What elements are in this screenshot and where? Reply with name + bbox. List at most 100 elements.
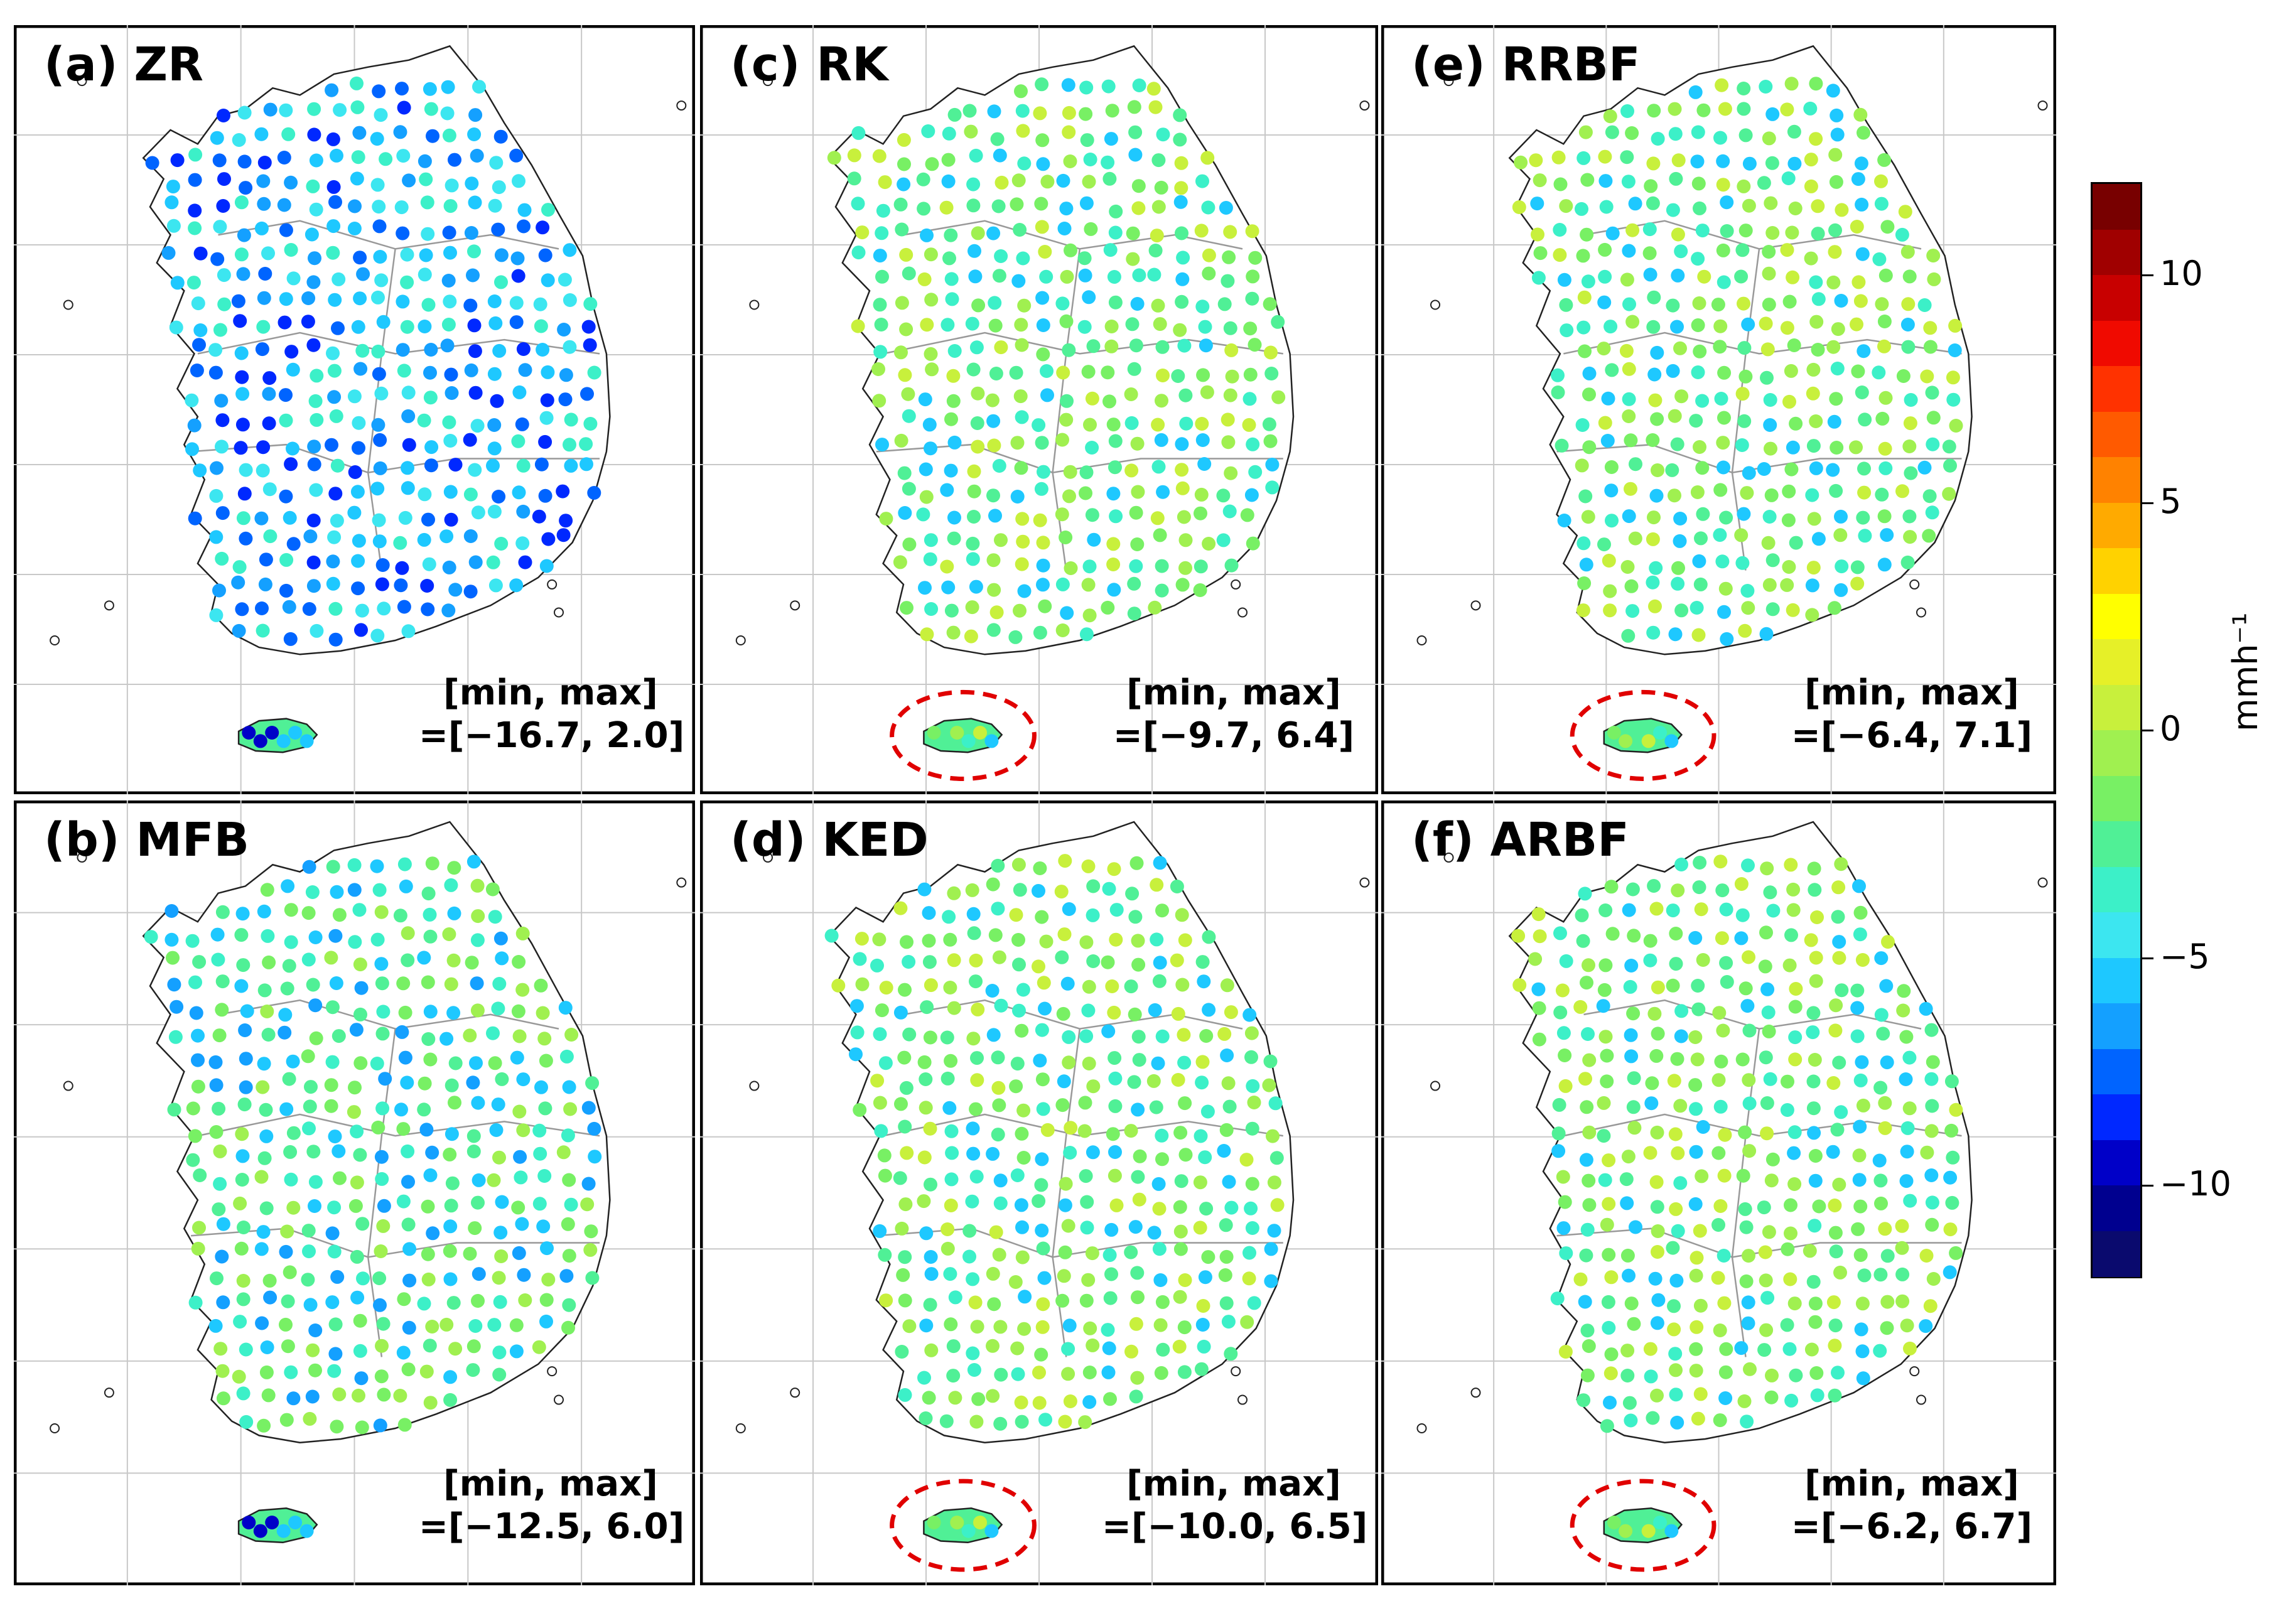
station-point — [1194, 506, 1207, 520]
station-point — [1153, 856, 1167, 870]
station-point — [1670, 320, 1684, 334]
station-point — [946, 369, 961, 383]
station-point — [304, 1080, 318, 1094]
station-point — [1582, 366, 1597, 380]
station-point — [399, 879, 413, 893]
station-point — [1198, 1270, 1212, 1285]
station-point — [1666, 903, 1680, 918]
station-point — [1742, 1144, 1757, 1158]
station-point — [379, 152, 393, 166]
station-point — [1154, 433, 1168, 447]
station-point — [350, 1175, 364, 1190]
station-point — [261, 1388, 276, 1403]
station-point — [511, 269, 525, 283]
station-point — [1081, 1273, 1096, 1287]
station-point — [1035, 77, 1049, 92]
station-point — [1173, 1242, 1188, 1256]
station-point — [1532, 1001, 1546, 1015]
station-point — [965, 316, 979, 331]
station-point — [421, 1199, 435, 1214]
station-point — [1176, 251, 1190, 265]
station-point — [1765, 553, 1780, 568]
station-point — [515, 536, 530, 551]
station-point — [1647, 290, 1661, 304]
station-point — [423, 1005, 438, 1019]
station-point — [422, 557, 436, 571]
station-point — [1597, 295, 1612, 310]
station-point — [1246, 269, 1260, 284]
station-point — [1872, 365, 1886, 380]
station-point — [212, 583, 226, 598]
station-point — [1674, 389, 1689, 404]
station-point — [394, 1102, 408, 1117]
station-point — [1826, 84, 1840, 98]
station-point — [1147, 267, 1161, 282]
station-point — [966, 1032, 981, 1046]
station-point — [898, 983, 912, 997]
station-point — [1742, 1023, 1757, 1038]
station-point — [375, 1339, 389, 1353]
station-point — [1643, 1146, 1657, 1160]
station-point — [239, 1052, 253, 1066]
station-point — [440, 106, 455, 121]
station-point — [1017, 156, 1032, 171]
station-point — [487, 418, 502, 432]
station-point — [1148, 244, 1163, 257]
station-point — [350, 1290, 365, 1305]
station-point — [991, 902, 1005, 916]
station-point — [944, 272, 959, 286]
colorbar-segment — [2093, 184, 2140, 230]
station-point — [1558, 1345, 1573, 1359]
station-point — [463, 487, 478, 502]
station-point — [1942, 439, 1956, 454]
station-point — [1717, 1168, 1732, 1183]
island-outline — [735, 1423, 746, 1433]
station-point — [1646, 532, 1660, 546]
island-outline — [554, 607, 564, 618]
station-point — [1784, 858, 1798, 872]
station-point — [564, 1028, 579, 1042]
station-point — [1055, 1293, 1070, 1308]
station-point — [355, 343, 370, 358]
station-point — [940, 1030, 954, 1045]
station-point — [1133, 1149, 1147, 1163]
station-point — [902, 482, 916, 496]
station-point — [236, 267, 251, 281]
station-point — [254, 1242, 269, 1256]
station-point — [375, 976, 389, 991]
station-point — [1173, 108, 1187, 122]
station-point — [446, 1296, 461, 1310]
station-point — [215, 1364, 230, 1378]
station-point — [1878, 1222, 1892, 1236]
station-point — [1248, 338, 1262, 352]
station-point — [1689, 1145, 1703, 1159]
station-point — [492, 1271, 506, 1285]
station-point — [1643, 934, 1657, 948]
station-point — [967, 1363, 981, 1377]
station-point — [1015, 557, 1029, 571]
station-point — [393, 1389, 407, 1403]
station-point — [1740, 999, 1755, 1013]
station-point — [585, 1076, 600, 1091]
station-point — [355, 1420, 369, 1435]
station-point — [1917, 298, 1932, 312]
station-point — [1674, 1004, 1689, 1018]
station-point — [918, 581, 932, 595]
station-point — [1650, 1388, 1664, 1403]
station-point — [1760, 370, 1774, 385]
station-point — [1532, 1032, 1546, 1047]
station-point — [1034, 482, 1048, 496]
station-point — [376, 315, 391, 329]
station-point — [1765, 1152, 1780, 1167]
station-point — [1628, 531, 1642, 546]
station-point — [1582, 1198, 1597, 1212]
station-point — [1945, 1195, 1959, 1210]
station-point — [1713, 131, 1727, 145]
station-point — [1903, 1341, 1917, 1355]
station-point — [1759, 1050, 1773, 1065]
station-point — [261, 1028, 276, 1042]
station-point — [1763, 885, 1777, 900]
station-point — [1079, 627, 1094, 642]
station-point — [969, 1170, 984, 1184]
station-point — [208, 343, 223, 357]
